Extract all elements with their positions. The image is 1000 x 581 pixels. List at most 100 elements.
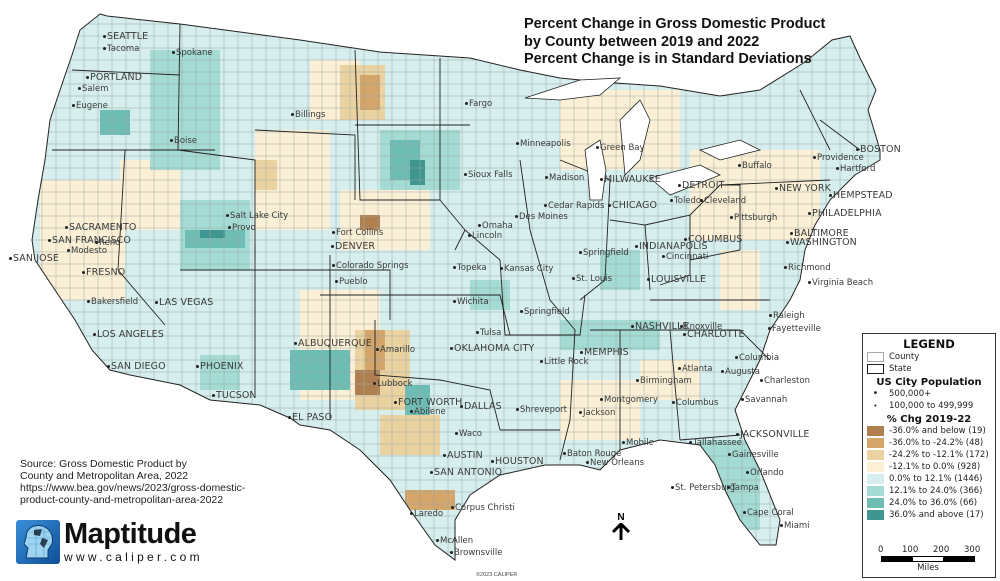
city-label: Gainesville [728,450,779,460]
city-dot-icon [410,410,413,413]
city-label: BOSTON [856,145,901,155]
legend-class-row: -36.0% and below (19) [863,425,995,437]
city-label: DETROIT [678,181,725,191]
city-dot-icon [600,398,603,401]
class-swatch [867,438,884,448]
population-heading: US City Population [876,377,982,388]
city-label: Green Bay [596,143,645,153]
great-lakes [524,77,762,201]
city-label: Fort Collins [332,228,383,238]
city-label: NEW YORK [775,184,831,194]
class-swatch [867,474,884,484]
city-dot-icon [376,348,379,351]
city-dot-icon [775,187,778,190]
city-label: Cincinnati [662,252,708,262]
class-label: 0.0% to 12.1% (1446) [889,474,983,484]
city-dot-icon [453,300,456,303]
city-label: Tallahassee [689,438,742,448]
legend-label: State [889,364,912,374]
city-dot-icon [478,224,481,227]
class-label: 36.0% and above (17) [889,510,984,520]
city-dot-icon [572,277,575,280]
city-dot-icon [540,360,543,363]
city-label: Mobile [622,438,654,448]
city-dot-icon [373,382,376,385]
city-dot-icon [331,245,334,248]
class-label: 12.1% to 24.0% (366) [889,486,983,496]
scale-tick: 0 [878,545,884,555]
city-dot-icon [103,47,106,50]
legend-panel: LEGEND County State US City Population •… [862,333,996,578]
city-label: Omaha [478,221,513,231]
north-arrow: N [610,513,632,546]
legend-class-row: 36.0% and above (17) [863,509,995,521]
city-label: MEMPHIS [580,348,629,358]
city-dot-icon [516,142,519,145]
city-dot-icon [635,245,638,248]
class-swatch [867,510,884,520]
source-line: Source: Gross Domestic Product by [20,458,187,470]
legend-pop-large: • 500,000+ [863,388,995,400]
city-dot-icon [622,441,625,444]
city-dot-icon [813,156,816,159]
legend-class-row: 24.0% to 36.0% (66) [863,497,995,509]
city-label: PHILADELPHIA [808,209,882,219]
city-dot-icon [226,214,229,217]
city-label: Kansas City [500,264,553,274]
city-label: Knoxville [680,322,722,332]
city-dot-icon [450,551,453,554]
city-label: Virginia Beach [808,278,873,288]
city-label: Orlando [746,468,784,478]
city-dot-icon [87,300,90,303]
city-dot-icon [455,432,458,435]
city-dot-icon [786,241,789,244]
city-dot-icon [672,401,675,404]
state-boundaries [52,23,861,461]
city-label: MILWAUKEE [600,175,661,185]
city-label: SAN FRANCISCO [48,236,131,246]
city-label: FRESNO [82,268,125,278]
city-label: Toledo [670,196,701,206]
city-label: Billings [291,110,326,120]
city-label: Montgomery [600,395,658,405]
scale-tick: 100 [902,545,919,555]
city-dot-icon [678,184,681,187]
city-label: SAN ANTONIO [430,468,502,478]
city-dot-icon [332,264,335,267]
city-label: Abilene [410,407,446,417]
city-dot-icon [680,325,683,328]
class-label: -36.0% to -24.2% (48) [889,438,984,448]
city-label: Lubbock [373,379,413,389]
city-label: Des Moines [515,212,568,222]
city-dot-icon [631,325,634,328]
city-label: LOUISVILLE [647,275,706,285]
city-label: Eugene [72,101,108,111]
city-dot-icon [228,226,231,229]
city-dot-icon [662,255,665,258]
city-label: Augusta [721,367,760,377]
city-dot-icon [790,232,793,235]
city-dot-icon [103,35,106,38]
city-label: FORT WORTH [394,398,462,408]
source-note: Source: Gross Domestic Product by County… [20,458,245,506]
source-url: https://www.bea.gov/news/2023/gross-dome… [20,482,246,494]
city-dot-icon [107,365,110,368]
city-label: Baton Rouge [563,449,621,459]
city-label: SAN DIEGO [107,362,166,372]
city-label: Shreveport [516,405,567,415]
city-label: DALLAS [460,402,502,412]
city-dot-icon [683,333,686,336]
city-label: Reno [95,238,120,248]
city-dot-icon [86,76,89,79]
legend-label: County [889,352,920,362]
city-label: McAllen [436,536,473,546]
city-label: Salt Lake City [226,211,288,221]
title-line-2: by County between 2019 and 2022 [524,33,760,50]
city-dot-icon [836,167,839,170]
city-dot-icon [741,398,744,401]
large-dot-icon: • [872,388,879,399]
city-label: Tampa [727,483,759,493]
city-dot-icon [596,146,599,149]
